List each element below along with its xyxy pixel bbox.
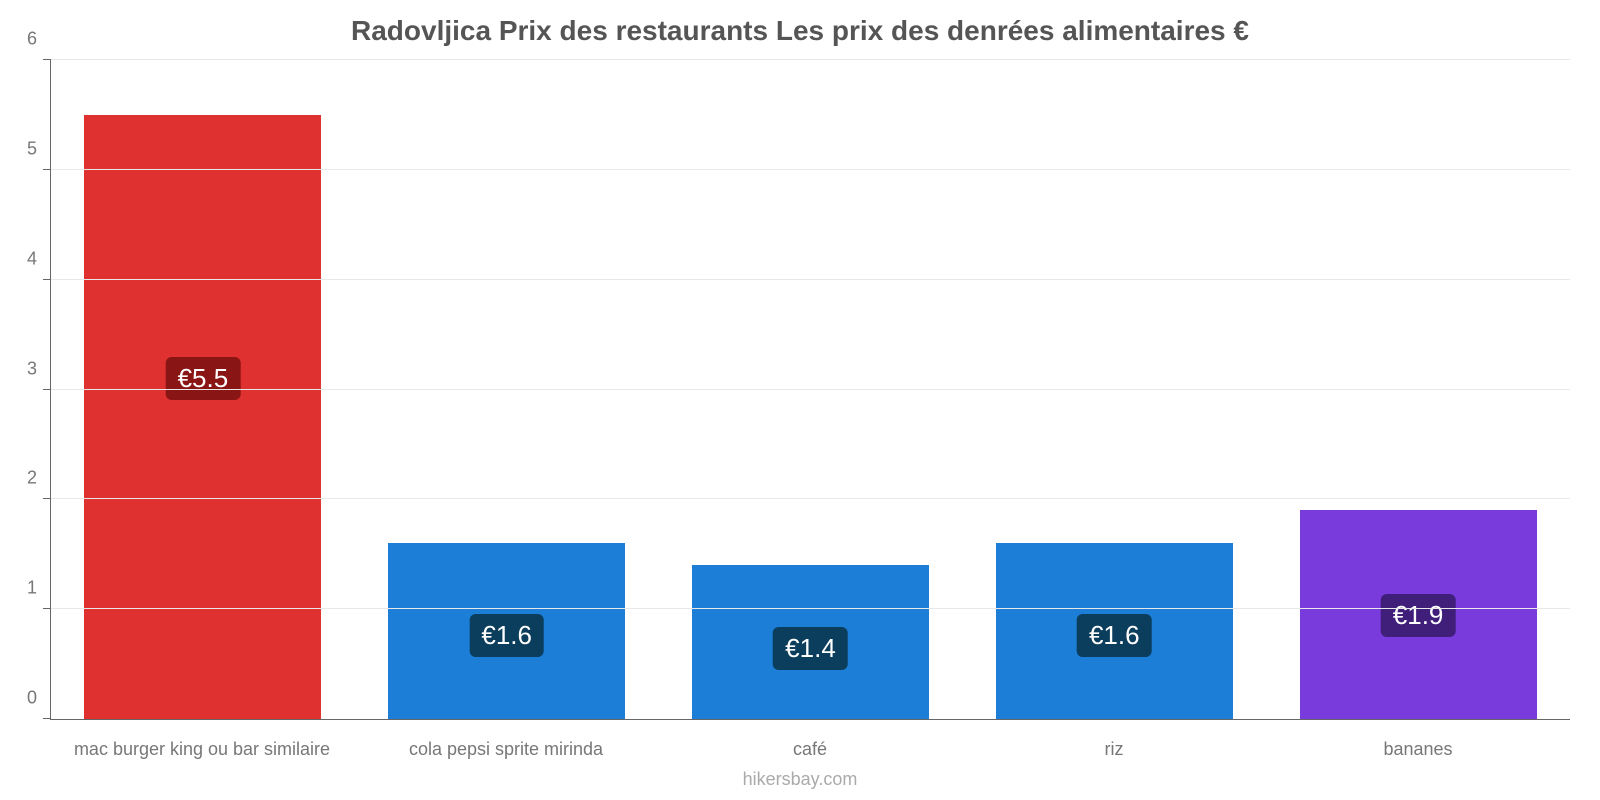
x-tick-label: mac burger king ou bar similaire [50, 739, 354, 760]
gridline [51, 389, 1570, 390]
price-bar-chart: Radovljica Prix des restaurants Les prix… [0, 0, 1600, 800]
gridline [51, 608, 1570, 609]
y-tick [43, 389, 51, 390]
bars-container: €5.5 €1.6 €1.4 €1.6 €1.9 [51, 60, 1570, 719]
y-tick-label: 4 [27, 248, 37, 269]
bar: €1.4 [692, 565, 929, 719]
y-tick [43, 718, 51, 719]
value-badge: €5.5 [166, 357, 241, 400]
gridline [51, 169, 1570, 170]
gridline [51, 59, 1570, 60]
y-tick-label: 5 [27, 138, 37, 159]
bar: €1.6 [996, 543, 1233, 719]
value-badge: €1.4 [773, 627, 848, 670]
y-tick-label: 0 [27, 688, 37, 709]
bar: €1.6 [388, 543, 625, 719]
y-tick [43, 498, 51, 499]
x-tick-label: riz [962, 739, 1266, 760]
bar: €5.5 [84, 115, 321, 719]
bar-slot: €1.4 [659, 60, 963, 719]
bar-slot: €1.6 [355, 60, 659, 719]
value-badge: €1.6 [469, 614, 544, 657]
x-tick-label: cola pepsi sprite mirinda [354, 739, 658, 760]
y-tick [43, 279, 51, 280]
y-tick-label: 2 [27, 468, 37, 489]
x-tick-label: bananes [1266, 739, 1570, 760]
bar-slot: €1.9 [1266, 60, 1570, 719]
y-tick-label: 1 [27, 578, 37, 599]
y-tick [43, 59, 51, 60]
x-tick-label: café [658, 739, 962, 760]
y-tick [43, 169, 51, 170]
y-tick-label: 3 [27, 358, 37, 379]
gridline [51, 279, 1570, 280]
y-tick-label: 6 [27, 29, 37, 50]
y-tick [43, 608, 51, 609]
chart-title: Radovljica Prix des restaurants Les prix… [0, 0, 1600, 57]
value-badge: €1.6 [1077, 614, 1152, 657]
bar-slot: €1.6 [962, 60, 1266, 719]
plot-area: €5.5€1.6€1.4€1.6€1.9 0123456 [50, 60, 1570, 720]
x-axis-labels: mac burger king ou bar similairecola pep… [50, 739, 1570, 760]
bar-slot: €5.5 [51, 60, 355, 719]
value-badge: €1.9 [1381, 594, 1456, 637]
bar: €1.9 [1300, 510, 1537, 719]
chart-footer: hikersbay.com [0, 769, 1600, 790]
gridline [51, 498, 1570, 499]
